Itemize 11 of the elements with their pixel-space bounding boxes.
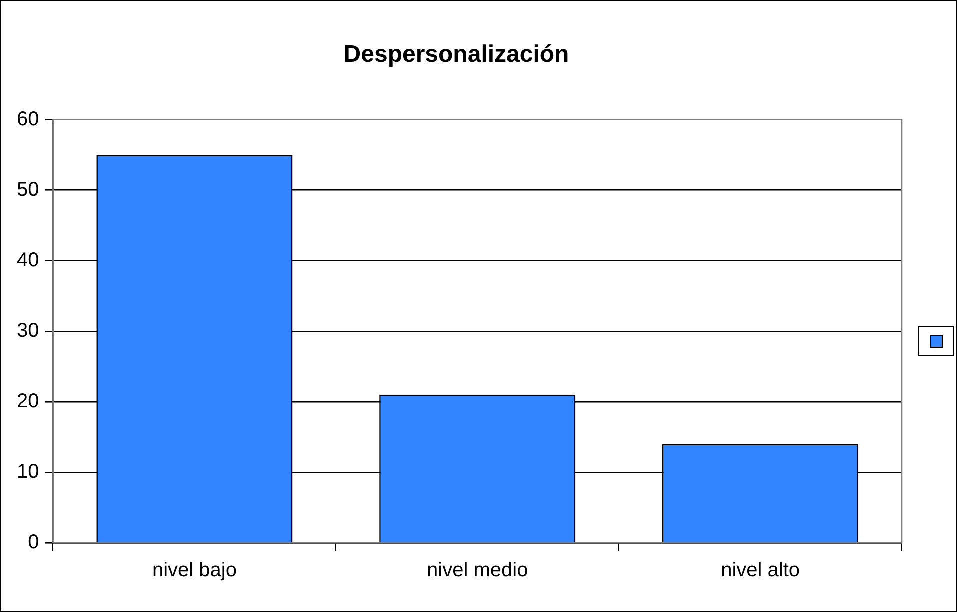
chart-title: Despersonalización <box>344 41 570 68</box>
x-tick-label: nivel alto <box>721 560 800 582</box>
y-tick-label: 40 <box>16 249 40 272</box>
y-tick-label: 60 <box>16 108 40 130</box>
y-tick-label: 50 <box>16 178 40 201</box>
x-tick-label: nivel medio <box>427 560 528 582</box>
y-tick-label: 20 <box>16 390 40 412</box>
x-tick-label: nivel bajo <box>152 560 237 582</box>
y-tick-label: 10 <box>16 460 40 483</box>
y-tick-label: 0 <box>28 532 40 554</box>
y-tick-label: 30 <box>16 320 40 342</box>
